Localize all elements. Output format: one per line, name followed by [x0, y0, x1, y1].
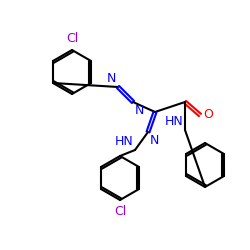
Text: N: N	[150, 134, 160, 147]
Text: N: N	[106, 72, 116, 85]
Text: HN: HN	[164, 115, 183, 128]
Text: O: O	[203, 108, 213, 122]
Text: Cl: Cl	[66, 32, 78, 45]
Text: HN: HN	[114, 135, 133, 148]
Text: Cl: Cl	[114, 205, 126, 218]
Text: N: N	[135, 104, 144, 117]
